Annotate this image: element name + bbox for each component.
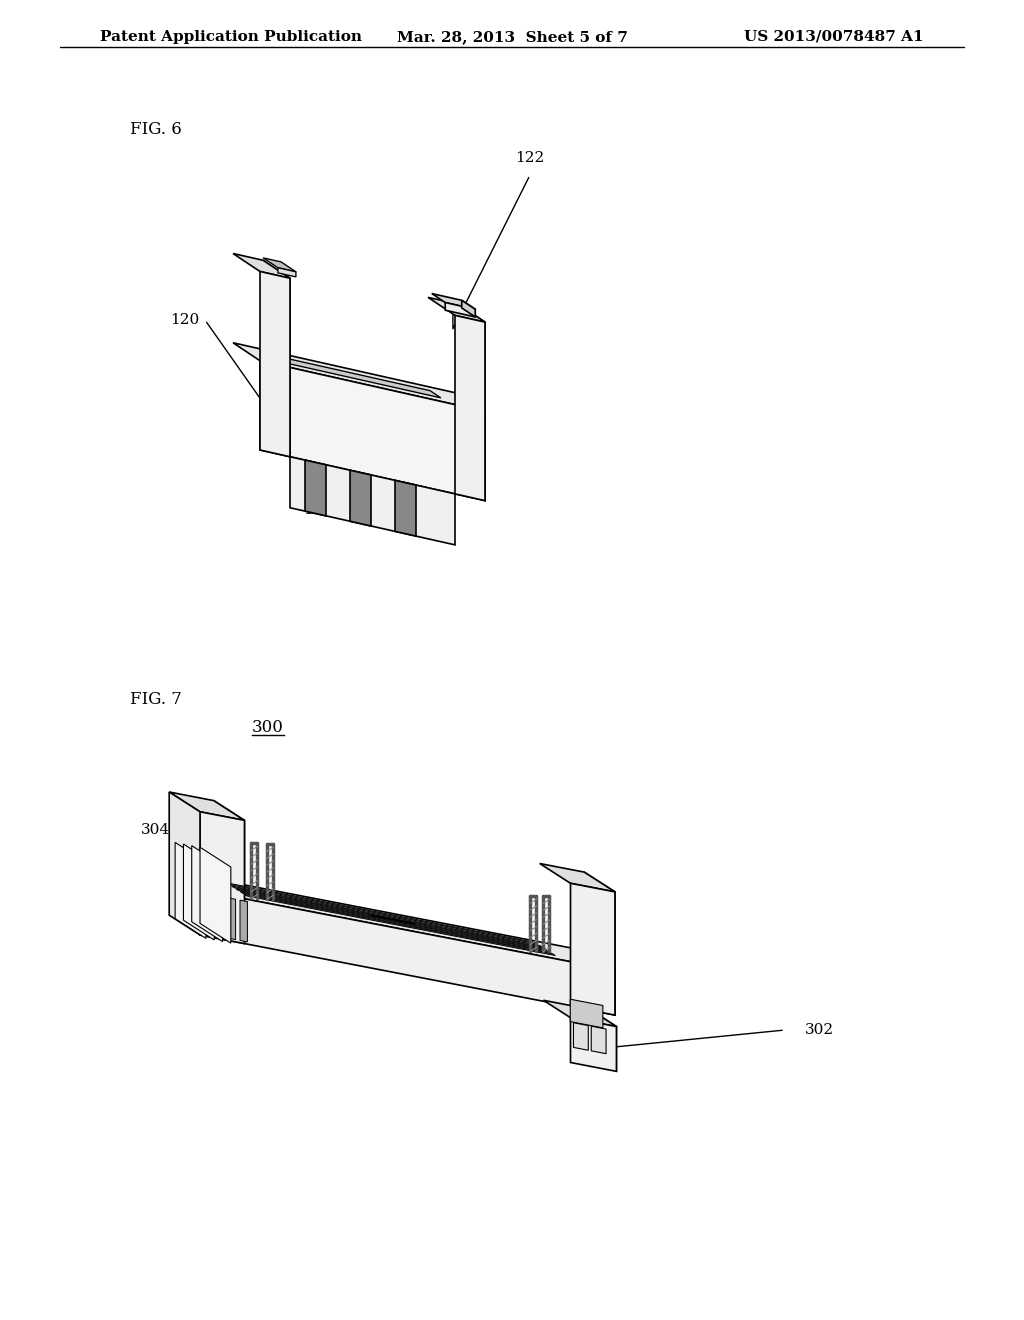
Polygon shape [183, 843, 214, 940]
Polygon shape [432, 293, 475, 309]
Text: 304: 304 [140, 822, 170, 837]
Polygon shape [169, 792, 200, 935]
Polygon shape [169, 792, 245, 820]
Polygon shape [231, 886, 543, 948]
Polygon shape [175, 842, 206, 939]
Text: Mar. 28, 2013  Sheet 5 of 7: Mar. 28, 2013 Sheet 5 of 7 [396, 30, 628, 44]
Text: 302: 302 [805, 1023, 835, 1038]
Polygon shape [278, 268, 296, 277]
Polygon shape [584, 873, 615, 1015]
Text: FIG. 7: FIG. 7 [130, 692, 182, 709]
Polygon shape [169, 870, 615, 970]
Polygon shape [233, 343, 485, 412]
Polygon shape [200, 812, 245, 944]
Polygon shape [584, 950, 615, 1015]
Polygon shape [245, 895, 555, 956]
Polygon shape [458, 393, 485, 500]
Text: Patent Application Publication: Patent Application Publication [100, 30, 362, 44]
Polygon shape [371, 915, 415, 924]
Polygon shape [263, 260, 290, 457]
Polygon shape [570, 1018, 616, 1072]
Polygon shape [455, 315, 485, 500]
Polygon shape [233, 253, 290, 279]
Text: 122: 122 [515, 150, 545, 165]
Polygon shape [590, 1010, 616, 1072]
Polygon shape [200, 890, 615, 1015]
Polygon shape [200, 847, 230, 944]
Polygon shape [570, 883, 615, 1015]
Polygon shape [350, 470, 371, 525]
Text: FIG. 6: FIG. 6 [130, 121, 181, 139]
Polygon shape [544, 1001, 616, 1027]
Polygon shape [445, 302, 475, 317]
Polygon shape [205, 894, 212, 935]
Polygon shape [226, 883, 538, 944]
Polygon shape [428, 297, 485, 322]
Polygon shape [260, 272, 290, 457]
Text: US 2013/0078487 A1: US 2013/0078487 A1 [744, 30, 924, 44]
Polygon shape [305, 461, 326, 516]
Polygon shape [228, 898, 236, 940]
Text: 124: 124 [303, 503, 333, 517]
Polygon shape [278, 356, 441, 397]
Polygon shape [591, 1026, 606, 1053]
Polygon shape [540, 863, 615, 892]
Polygon shape [236, 888, 547, 950]
Polygon shape [570, 999, 603, 1028]
Text: 120: 120 [170, 313, 200, 327]
Polygon shape [191, 846, 222, 941]
Polygon shape [395, 480, 416, 536]
Polygon shape [214, 800, 245, 944]
Polygon shape [462, 300, 475, 317]
Polygon shape [241, 891, 551, 953]
Polygon shape [458, 304, 485, 500]
Text: 300: 300 [252, 719, 284, 737]
Polygon shape [240, 900, 248, 942]
Polygon shape [263, 257, 296, 272]
Polygon shape [290, 457, 455, 545]
Polygon shape [573, 1023, 588, 1051]
Polygon shape [260, 360, 485, 500]
Polygon shape [216, 895, 223, 937]
